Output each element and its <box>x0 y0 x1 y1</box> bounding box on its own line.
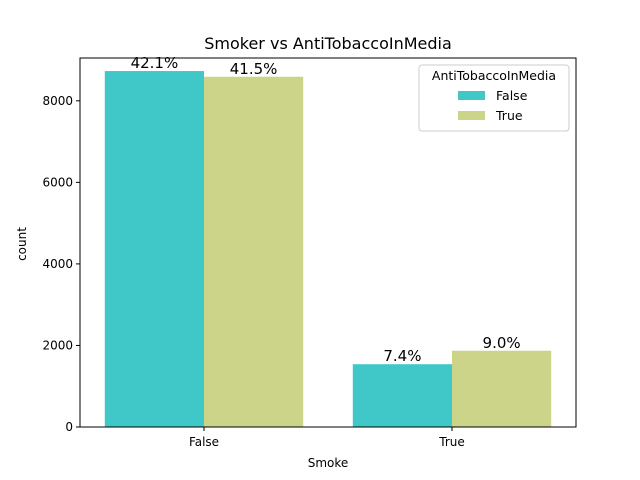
y-tick-label: 0 <box>65 420 73 434</box>
legend-box <box>418 64 570 132</box>
legend-title: AntiTobaccoInMedia <box>432 68 556 83</box>
axes-layer: 0 2000 4000 6000 8000 False True <box>42 57 577 449</box>
data-label: 9.0% <box>483 334 521 352</box>
plot-frame <box>79 57 577 428</box>
x-tick-label: False <box>189 435 219 449</box>
x-axis-label: Smoke <box>308 456 349 470</box>
y-axis-label: count <box>15 227 29 261</box>
y-tick-label: 6000 <box>42 175 73 189</box>
y-tick-label: 8000 <box>42 94 73 108</box>
legend-entry: True <box>495 108 523 123</box>
bar-true-true <box>452 350 552 427</box>
y-tick-label: 2000 <box>42 338 73 352</box>
legend-entry: False <box>496 88 528 103</box>
bar-false-false <box>104 71 204 427</box>
legend-swatch <box>458 111 485 120</box>
data-label: 42.1% <box>131 54 179 72</box>
legend-swatch <box>458 91 485 100</box>
y-tick-label: 4000 <box>42 257 73 271</box>
bar-true-false <box>204 76 304 427</box>
legend: AntiTobaccoInMedia False True <box>418 64 570 132</box>
bars-layer: 42.1% 7.4% 41.5% 9.0% <box>104 54 552 427</box>
data-label: 41.5% <box>230 60 278 78</box>
bar-false-true <box>352 364 452 427</box>
chart-title: Smoker vs AntiTobaccoInMedia <box>204 34 452 53</box>
data-label: 7.4% <box>383 347 421 365</box>
x-tick-label: True <box>438 435 465 449</box>
